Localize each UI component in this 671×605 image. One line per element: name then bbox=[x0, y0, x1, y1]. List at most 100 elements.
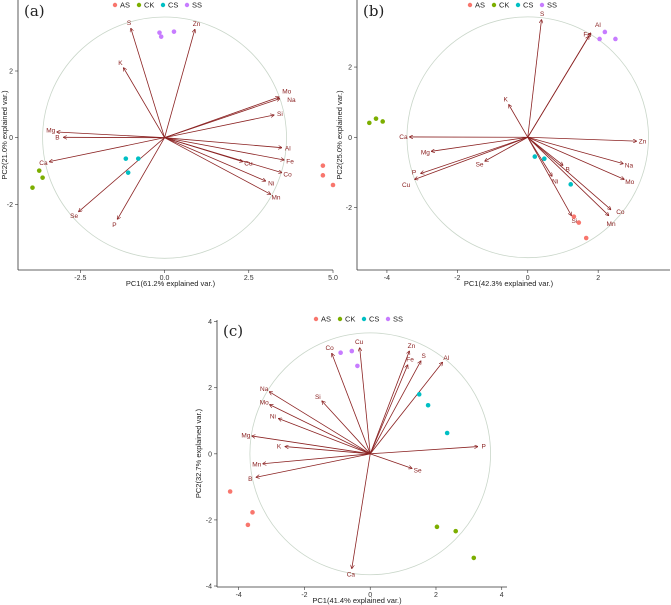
loading-label-b: B bbox=[565, 166, 569, 173]
loading-label-se: Se bbox=[414, 468, 422, 475]
point-ck bbox=[434, 524, 440, 530]
legend-marker-ck bbox=[136, 2, 142, 8]
x-tick-label: 0 bbox=[368, 592, 372, 599]
point-ss bbox=[338, 350, 343, 356]
loading-label-mo: Mo bbox=[625, 179, 634, 186]
point-ck bbox=[373, 116, 379, 121]
legend-marker-ss bbox=[539, 2, 545, 8]
loading-arrow-mg bbox=[431, 136, 528, 151]
loading-arrow-b bbox=[256, 453, 371, 477]
loading-arrow-na bbox=[269, 392, 371, 455]
point-ss bbox=[349, 348, 355, 354]
loading-label-p: P bbox=[482, 443, 486, 450]
loading-label-ca: Ca bbox=[347, 572, 356, 579]
legend-label-cs: CS bbox=[369, 315, 379, 324]
point-cs bbox=[416, 392, 422, 397]
point-ck bbox=[471, 555, 477, 561]
legend-label-cs: CS bbox=[523, 1, 533, 10]
y-axis-title: PC2(25.0% explained var.) bbox=[335, 90, 344, 180]
point-ck bbox=[453, 528, 459, 534]
loading-arrow-cu bbox=[415, 136, 528, 179]
loading-label-cu: Cu bbox=[244, 161, 253, 168]
loading-label-co: Co bbox=[283, 172, 292, 179]
correlation-circle bbox=[406, 16, 649, 259]
loading-label-ni: Ni bbox=[268, 181, 274, 188]
point-ss bbox=[597, 36, 602, 42]
legend-label-ck: CK bbox=[144, 1, 154, 10]
legend-label-ss: SS bbox=[393, 315, 403, 324]
x-tick-label: 2.5 bbox=[244, 275, 254, 282]
point-as bbox=[576, 220, 582, 225]
loading-arrow-al bbox=[164, 137, 282, 148]
loading-label-si: Si bbox=[571, 218, 577, 225]
point-ss bbox=[613, 36, 618, 42]
panel-b: -4 -2 0 2 -2 0 2 PC1(42.3% explained var.) PC2(2… bbox=[335, 0, 670, 288]
y-tick-label: 2 bbox=[208, 385, 212, 392]
loading-label-fe: Fe bbox=[286, 158, 294, 165]
legend-marker-cs bbox=[515, 2, 521, 8]
loading-label-se: Se bbox=[476, 161, 484, 168]
legend-marker-cs bbox=[160, 2, 166, 8]
loading-label-ni: Ni bbox=[552, 179, 558, 186]
point-ck bbox=[36, 168, 42, 173]
loading-label-si: Si bbox=[315, 394, 321, 401]
loading-arrow-k bbox=[123, 68, 165, 138]
loading-arrow-p bbox=[117, 137, 165, 220]
point-cs bbox=[542, 156, 547, 161]
legend-marker-cs bbox=[361, 316, 367, 322]
point-ss bbox=[157, 30, 162, 35]
loading-arrow-mn bbox=[527, 136, 609, 215]
legend-label-cs: CS bbox=[168, 1, 178, 10]
loading-label-k: K bbox=[504, 97, 509, 104]
loading-label-ni: Ni bbox=[270, 414, 276, 421]
loading-arrow-ca bbox=[49, 137, 165, 162]
loading-arrow-ca bbox=[352, 453, 371, 569]
loading-label-b: B bbox=[55, 135, 59, 142]
legend-marker-as bbox=[313, 316, 319, 322]
loading-label-mo: Mo bbox=[260, 399, 269, 406]
loading-label-ca: Ca bbox=[39, 160, 48, 167]
point-ss bbox=[602, 29, 608, 35]
x-tick-label: 4 bbox=[500, 592, 504, 599]
loading-label-k: K bbox=[277, 443, 282, 450]
x-tick-label: -2 bbox=[454, 275, 460, 282]
loading-arrow-si bbox=[322, 401, 371, 455]
x-tick-label: 0 bbox=[526, 275, 530, 282]
loading-label-al: Al bbox=[285, 145, 291, 152]
loading-arrow-se bbox=[485, 136, 528, 161]
loading-arrow-zn bbox=[164, 29, 195, 138]
loading-label-mo: Mo bbox=[282, 88, 291, 95]
loading-label-p: P bbox=[412, 170, 416, 177]
point-cs bbox=[135, 156, 141, 161]
loading-arrow-mn bbox=[164, 137, 271, 195]
loading-arrow-zn bbox=[527, 136, 637, 141]
panel-c: -4 -2 0 2 4 -4 -2 0 2 4 PC1(41.4% explained var.) P… bbox=[194, 315, 507, 605]
legend-label-ss: SS bbox=[192, 1, 202, 10]
point-ss bbox=[171, 29, 177, 34]
legend-label-ck: CK bbox=[345, 315, 355, 324]
point-ck bbox=[30, 185, 35, 190]
point-as bbox=[320, 173, 326, 178]
point-cs bbox=[444, 430, 450, 436]
legend-marker-as bbox=[467, 2, 473, 8]
loading-arrow-mg bbox=[252, 436, 371, 455]
point-cs bbox=[568, 182, 574, 187]
loading-arrow-fe bbox=[369, 365, 407, 454]
loading-arrow-ni bbox=[278, 418, 371, 455]
loading-label-mn: Mn bbox=[271, 194, 280, 201]
loading-arrow-mo bbox=[527, 136, 624, 179]
legend-label-as: AS bbox=[321, 315, 331, 324]
loading-arrow-co bbox=[332, 353, 371, 454]
y-tick-label: 0 bbox=[348, 135, 352, 142]
point-as bbox=[583, 235, 589, 241]
point-cs bbox=[123, 156, 129, 161]
loading-arrow-na bbox=[527, 136, 623, 163]
loading-label-cu: Cu bbox=[402, 182, 411, 189]
loading-label-zn: Zn bbox=[408, 343, 416, 350]
loading-label-p: P bbox=[112, 222, 116, 229]
loading-arrow-co bbox=[527, 136, 611, 209]
point-ck bbox=[40, 175, 45, 180]
point-as bbox=[571, 214, 577, 219]
y-axis-title: PC2(32.7% explained var.) bbox=[194, 408, 203, 498]
